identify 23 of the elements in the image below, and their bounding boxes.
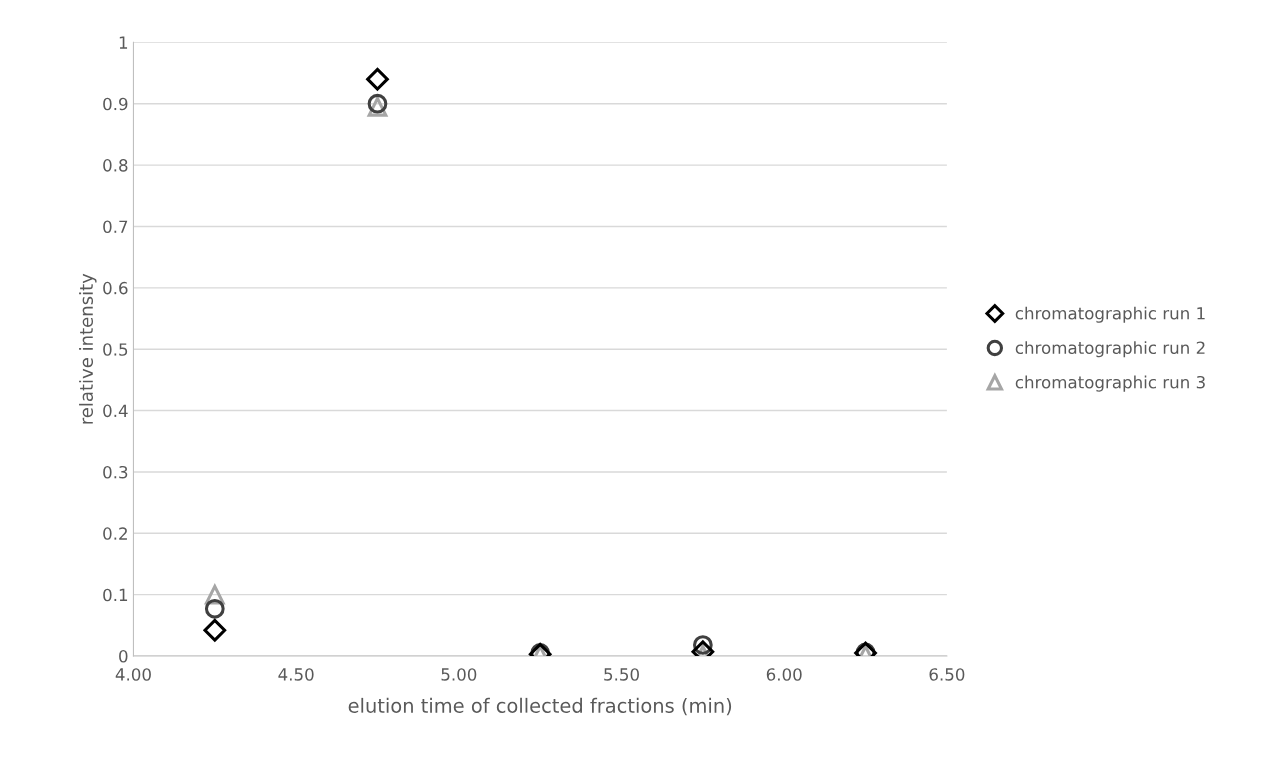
x-tick-label: 5.00	[441, 668, 477, 681]
x-tick-label: 6.00	[766, 668, 802, 681]
legend-label: chromatographic run 2	[1015, 341, 1205, 358]
y-tick-label: 0.1	[103, 588, 128, 602]
y-tick-label: 0.9	[103, 97, 128, 111]
legend-label: chromatographic run 1	[1015, 306, 1205, 323]
y-tick-label: 0.2	[103, 527, 127, 540]
x-tick-label: 5.50	[604, 668, 639, 681]
y-axis-title: relative intensity	[79, 273, 97, 424]
y-tick-label: 0.5	[103, 343, 128, 356]
y-tick-label: 0.8	[103, 159, 128, 172]
y-tick-label: 1	[119, 36, 128, 49]
x-axis-title: elution time of collected fractions (min)	[348, 697, 732, 716]
y-tick-label: 0	[119, 650, 128, 663]
point	[366, 67, 389, 91]
y-tick-label: 0.7	[103, 220, 128, 234]
x-tick-label: 6.50	[929, 668, 965, 681]
y-tick-label: 0.3	[103, 465, 128, 479]
y-tick-label: 0.4	[103, 404, 128, 418]
y-tick-label: 0.6	[103, 281, 128, 295]
legend-label: chromatographic run 3	[1015, 375, 1205, 392]
x-tick-label: 4.00	[115, 668, 151, 681]
x-tick-label: 4.50	[278, 668, 314, 681]
